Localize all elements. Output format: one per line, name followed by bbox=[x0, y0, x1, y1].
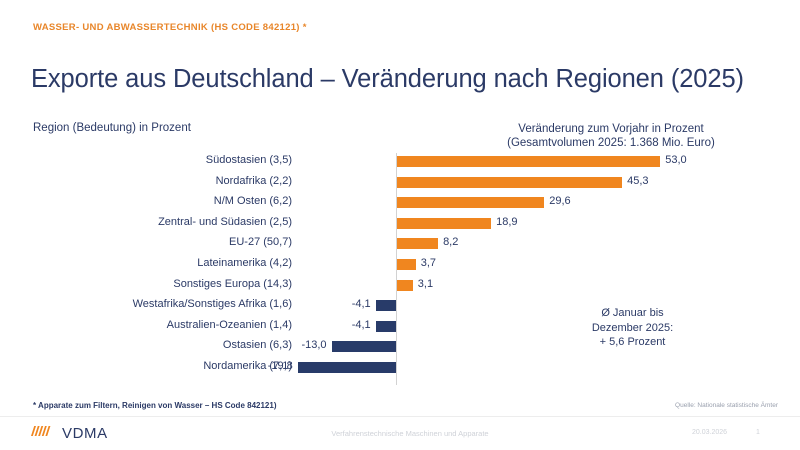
chart-row: Nordamerika (7,1) -19,8 bbox=[0, 358, 800, 378]
bar-negative bbox=[297, 362, 396, 373]
category-label: Lateinamerika (4,2) bbox=[197, 257, 292, 269]
bar-value-label: 3,7 bbox=[420, 257, 437, 269]
right-column-heading-line2: (Gesamtvolumen 2025: 1.368 Mio. Euro) bbox=[507, 137, 715, 149]
category-label: Sonstiges Europa (14,3) bbox=[173, 277, 292, 290]
annotation-line2: Dezember 2025: bbox=[591, 321, 674, 334]
category-label: EU-27 (50,7) bbox=[229, 236, 292, 249]
bar-value-label: 53,0 bbox=[665, 154, 687, 166]
page-title: Exporte aus Deutschland – Veränderung na… bbox=[31, 65, 744, 93]
right-column-heading-line1: Veränderung zum Vorjahr in Prozent bbox=[518, 123, 704, 135]
bar-value-label: -19,8 bbox=[267, 360, 293, 372]
chart-row: Westafrika/Sonstiges Afrika (1,6) -4,1 bbox=[0, 296, 800, 316]
bar-negative bbox=[375, 300, 396, 312]
chart-row: Südostasien (3,5) 53,0 bbox=[0, 152, 800, 172]
chart-row: N/M Osten (6,2) 29,6 bbox=[0, 193, 800, 213]
footer-page-number: 1 bbox=[756, 429, 760, 436]
chart-row: EU-27 (50,7) 8,2 bbox=[0, 234, 800, 254]
chart-row: Australien-Ozeanien (1,4) -4,1 bbox=[0, 317, 800, 337]
footer-date: 20.03.2026 bbox=[692, 429, 728, 436]
bar-value-label: 3,1 bbox=[417, 277, 434, 290]
vdma-logo-text: VDMA bbox=[62, 425, 108, 442]
bar-value-label: 29,6 bbox=[549, 195, 571, 208]
category-label: Nordamerika (7,1) bbox=[203, 360, 292, 372]
bar-positive bbox=[397, 197, 545, 209]
kicker-label: WASSER- UND ABWASSERTECHNIK (HS CODE 842… bbox=[33, 22, 307, 33]
vdma-logo: VDMA bbox=[31, 424, 108, 443]
footer-center-text: Verfahrenstechnische Maschinen und Appar… bbox=[331, 429, 489, 438]
right-column-heading: Veränderung zum Vorjahr in Prozent (Gesa… bbox=[437, 122, 785, 150]
bar-value-label: -13,0 bbox=[301, 339, 327, 352]
chart-row: Lateinamerika (4,2) 3,7 bbox=[0, 255, 800, 275]
category-label: Ostasien (6,3) bbox=[222, 339, 292, 352]
footnote-text: * Apparate zum Filtern, Reinigen von Was… bbox=[33, 401, 277, 410]
bar-negative bbox=[375, 320, 396, 332]
vdma-mark-icon bbox=[31, 424, 57, 443]
bar-value-label: -4,1 bbox=[351, 298, 371, 311]
chart-row: Nordafrika (2,2) 45,3 bbox=[0, 173, 800, 193]
category-label: Südostasien (3,5) bbox=[205, 154, 292, 166]
bar-negative bbox=[331, 341, 396, 353]
bar-value-label: 18,9 bbox=[496, 215, 518, 228]
zero-axis-line bbox=[396, 153, 398, 385]
chart-row: Ostasien (6,3) -13,0 bbox=[0, 337, 800, 357]
bar-value-label: 8,2 bbox=[443, 236, 459, 249]
bar-positive bbox=[397, 217, 492, 229]
bar-positive bbox=[397, 259, 416, 270]
bar-chart: Südostasien (3,5) 53,0 Nordafrika (2,2) 45,… bbox=[0, 150, 800, 388]
bar-value-label: -4,1 bbox=[351, 318, 371, 331]
annotation-line3: + 5,6 Prozent bbox=[599, 336, 666, 348]
source-text: Quelle: Nationale statistische Ämter bbox=[675, 402, 778, 409]
category-label: Westafrika/Sonstiges Afrika (1,6) bbox=[132, 298, 292, 311]
category-label: Nordafrika (2,2) bbox=[215, 174, 292, 187]
category-label: N/M Osten (6,2) bbox=[213, 195, 292, 208]
category-label: Australien-Ozeanien (1,4) bbox=[166, 318, 292, 331]
category-label: Zentral- und Südasien (2,5) bbox=[158, 215, 292, 228]
left-column-heading: Region (Bedeutung) in Prozent bbox=[33, 122, 191, 134]
bar-positive bbox=[397, 156, 661, 167]
bar-positive bbox=[397, 238, 439, 250]
average-annotation: Ø Januar bis Dezember 2025: + 5,6 Prozen… bbox=[545, 306, 720, 350]
chart-row: Zentral- und Südasien (2,5) 18,9 bbox=[0, 214, 800, 234]
annotation-line1: Ø Januar bis bbox=[601, 307, 664, 319]
footer-divider bbox=[0, 416, 800, 417]
bar-positive bbox=[397, 279, 413, 291]
bar-positive bbox=[397, 176, 623, 188]
chart-row: Sonstiges Europa (14,3) 3,1 bbox=[0, 276, 800, 296]
bar-value-label: 45,3 bbox=[627, 174, 649, 187]
